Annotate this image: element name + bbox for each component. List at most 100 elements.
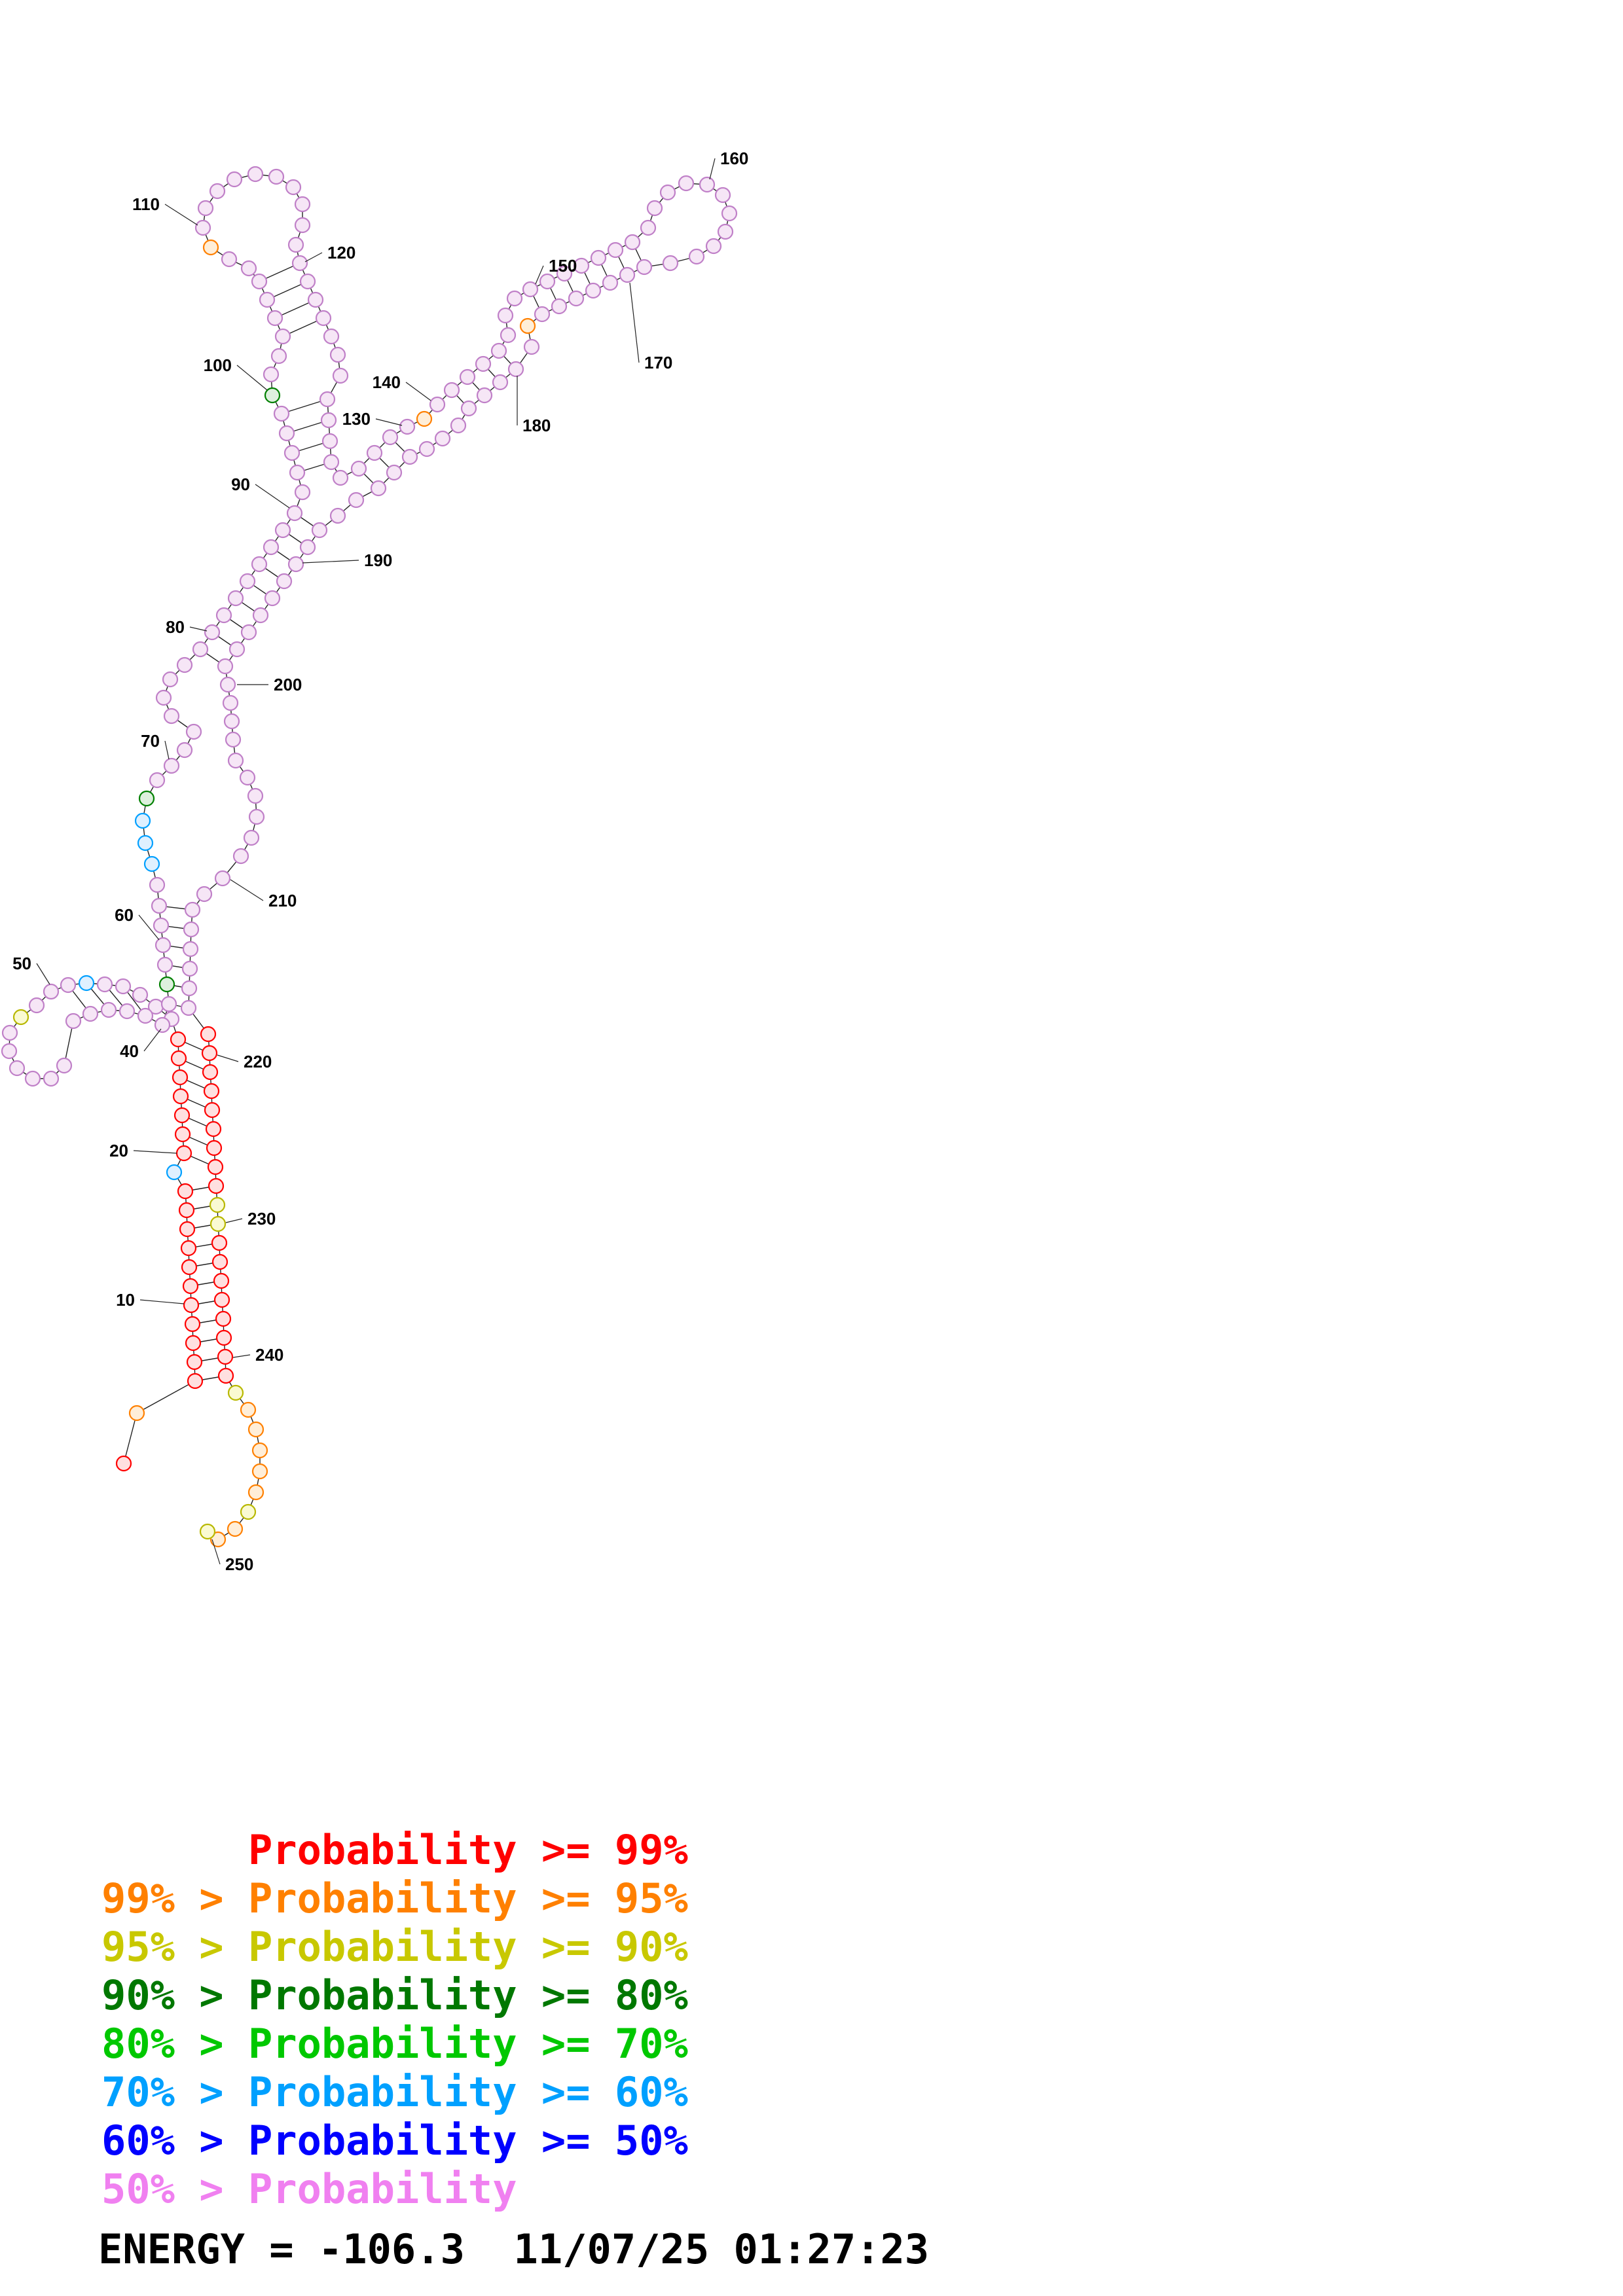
nucleotide (240, 1503, 257, 1520)
nucleotide (178, 1202, 195, 1219)
nucleotide (476, 387, 493, 404)
nucleotide (311, 522, 328, 539)
nucleotide (506, 290, 523, 307)
label-leader-line (143, 1028, 162, 1052)
nucleotide (243, 829, 260, 846)
nucleotide (264, 590, 281, 607)
label-leader-line (709, 158, 716, 180)
nucleotide (174, 1126, 191, 1143)
nucleotide (273, 405, 290, 422)
nucleotide (196, 886, 213, 903)
nucleotide (60, 977, 77, 994)
nucleotide (285, 179, 302, 196)
nucleotide (158, 976, 175, 993)
nucleotide (185, 723, 202, 740)
nucleotide (434, 430, 451, 447)
nucleotide (399, 418, 416, 435)
nucleotide (183, 1297, 200, 1314)
nucleotide (315, 310, 332, 327)
nucleotide (386, 464, 403, 481)
probability-legend: Probability >= 99% 99% > Probability >= … (101, 1826, 688, 2214)
nucleotide (156, 956, 173, 973)
nucleotide (128, 1405, 145, 1422)
nucleotide (585, 282, 602, 299)
nucleotide (185, 1335, 202, 1352)
nucleotide (252, 607, 269, 624)
nucleotide (12, 1009, 29, 1026)
position-label: 80 (166, 617, 185, 637)
nucleotide (323, 328, 340, 345)
label-leader-line (36, 963, 50, 985)
nucleotide (266, 310, 283, 327)
nucleotide (137, 1007, 154, 1024)
nucleotide (227, 1520, 244, 1537)
nucleotide (259, 291, 276, 308)
nucleotide (607, 242, 624, 259)
nucleotide (523, 338, 540, 355)
position-label: 40 (120, 1041, 139, 1061)
nucleotide (217, 1348, 234, 1365)
nucleotide (264, 387, 281, 404)
nucleotide (172, 1069, 189, 1086)
nucleotide (382, 429, 399, 446)
nucleotide (96, 976, 113, 993)
position-label: 200 (274, 675, 302, 694)
position-label: 230 (247, 1209, 276, 1229)
nucleotide (490, 342, 507, 359)
nucleotide (211, 1234, 228, 1251)
nucleotide (187, 1372, 204, 1390)
nucleotide (151, 897, 168, 914)
nucleotide (210, 1215, 227, 1232)
nucleotide (662, 255, 679, 272)
nucleotide (181, 960, 198, 977)
nucleotide (289, 464, 306, 481)
nucleotide (573, 257, 590, 274)
label-leader-line (629, 282, 640, 363)
nucleotide (132, 986, 149, 1003)
nucleotide (199, 1523, 216, 1540)
nucleotide (247, 787, 264, 804)
nucleotide (251, 1442, 268, 1459)
nucleotide (287, 236, 304, 253)
nucleotide (240, 624, 257, 641)
nucleotide (717, 223, 734, 240)
nucleotide (319, 391, 336, 408)
nucleotide (619, 266, 636, 283)
nucleotide (232, 848, 249, 865)
nucleotide (155, 689, 172, 706)
nucleotide (270, 348, 287, 365)
position-label: 100 (204, 355, 232, 375)
position-label: 130 (342, 409, 371, 429)
label-leader-line (535, 265, 544, 285)
nucleotide (251, 556, 268, 573)
nucleotide (175, 1145, 192, 1162)
nucleotide (659, 184, 676, 201)
nucleotide (214, 870, 231, 887)
position-label: 210 (268, 891, 297, 910)
nucleotide (247, 1484, 264, 1501)
nucleotide (332, 469, 349, 486)
nucleotide (210, 1531, 227, 1548)
nucleotide (211, 1253, 228, 1270)
nucleotide (213, 1291, 230, 1308)
nucleotide (143, 855, 160, 872)
position-label: 20 (109, 1141, 128, 1160)
nucleotide (181, 980, 198, 997)
nucleotide (321, 433, 338, 450)
nucleotide (170, 1031, 187, 1048)
nucleotide (475, 355, 492, 372)
nucleotide (213, 1272, 230, 1289)
nucleotide (227, 1384, 244, 1401)
nucleotide (323, 454, 340, 471)
legend-item-prob-95: 99% > Probability >= 95% (101, 1874, 688, 1922)
nucleotide (82, 1005, 99, 1022)
nucleotide (207, 1158, 224, 1175)
nucleotide (119, 1003, 136, 1020)
nucleotide (202, 239, 219, 256)
energy-line: ENERGY = -106.3 11/07/25 01:27:23 (98, 2225, 930, 2273)
nucleotide (203, 1083, 220, 1100)
nucleotide (56, 1057, 73, 1074)
nucleotide (240, 260, 257, 277)
label-leader-line (211, 1539, 221, 1565)
legend-item-prob-50: 60% > Probability >= 50% (101, 2117, 688, 2164)
